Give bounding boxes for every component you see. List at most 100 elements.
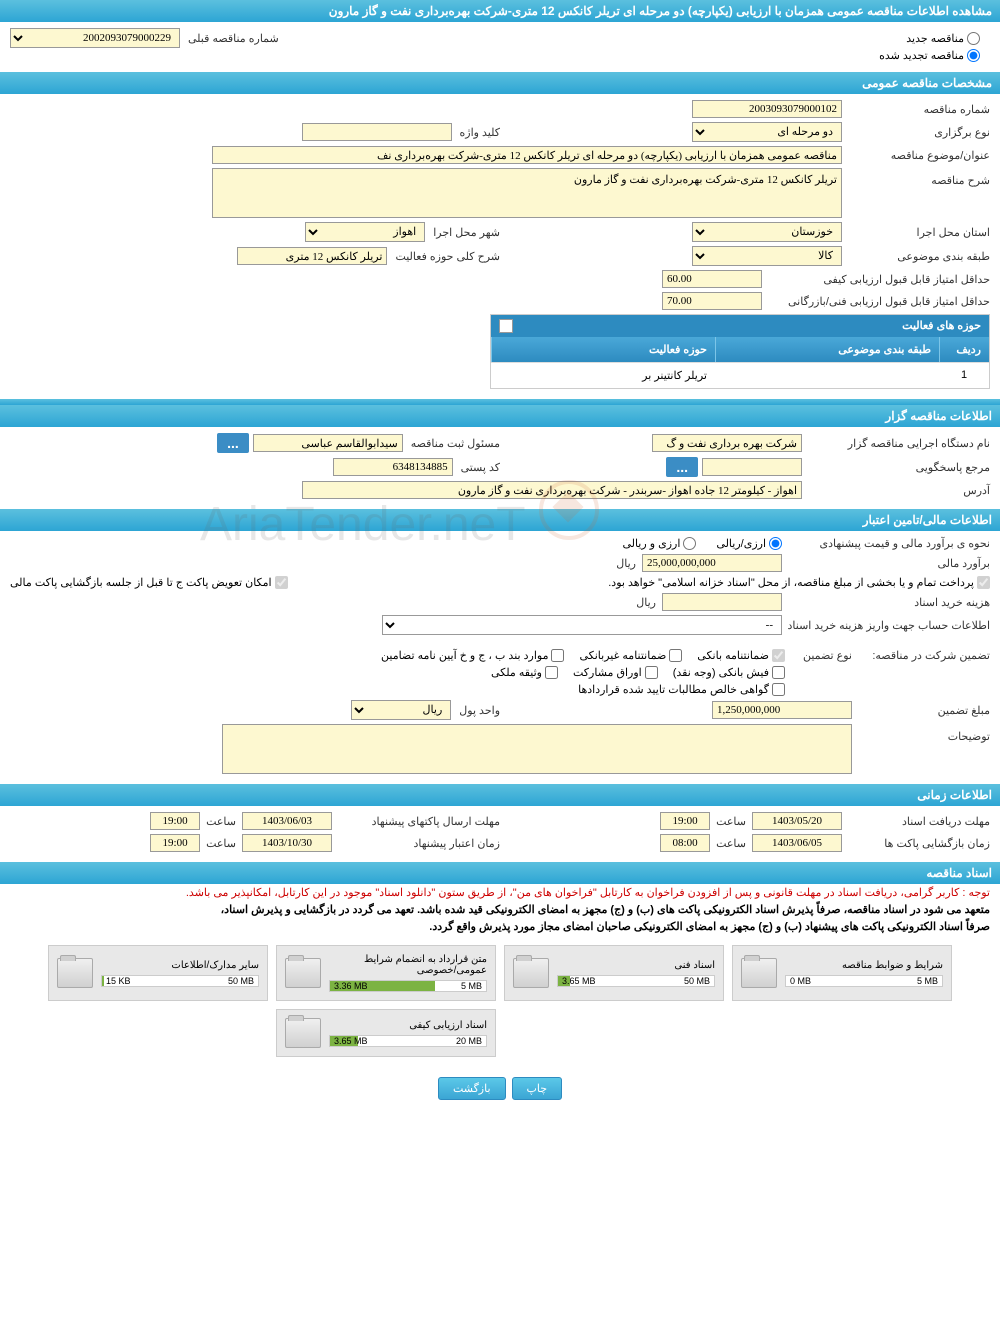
- payment-note-check[interactable]: پرداخت تمام و یا بخشی از مبلغ مناقصه، از…: [608, 576, 990, 589]
- prev-number-label: شماره مناقصه قبلی: [188, 32, 279, 45]
- activity-table-title: حوزه های فعالیت: [902, 319, 981, 333]
- doc-deadline-date[interactable]: [752, 812, 842, 830]
- tender-number-label: شماره مناقصه: [850, 103, 990, 116]
- chk-nonbank[interactable]: ضمانتنامه غیربانکی: [579, 649, 682, 662]
- page-title: مشاهده اطلاعات مناقصه عمومی همزمان با ار…: [329, 4, 992, 18]
- agency-input[interactable]: [652, 434, 802, 452]
- col-activity: حوزه فعالیت: [491, 337, 715, 362]
- doc-note-1: توجه : کاربر گرامی، دریافت اسناد در مهلت…: [0, 884, 1000, 901]
- registrar-input[interactable]: [253, 434, 403, 452]
- validity-date[interactable]: [242, 834, 332, 852]
- category-select[interactable]: کالا: [692, 246, 842, 266]
- radio-renewed-tender[interactable]: مناقصه تجدید شده: [879, 49, 980, 62]
- prev-number-select[interactable]: 2002093079000229: [10, 28, 180, 48]
- chk-bonds[interactable]: اوراق مشارکت: [573, 666, 658, 679]
- currency-label: واحد پول: [459, 704, 500, 717]
- activity-desc-input[interactable]: [237, 247, 387, 265]
- section-documents-header: اسناد مناقصه: [0, 862, 1000, 884]
- radio-new-input[interactable]: [967, 32, 980, 45]
- response-label: مرجع پاسخگویی: [810, 461, 990, 474]
- file-box[interactable]: اسناد فنی 50 MB 3.65 MB: [504, 945, 724, 1001]
- account-select[interactable]: --: [382, 615, 782, 635]
- province-select[interactable]: خوزستان: [692, 222, 842, 242]
- chk-property[interactable]: وثیقه ملکی: [491, 666, 558, 679]
- radio-both[interactable]: ارزی و ریالی: [622, 537, 696, 550]
- doc-note-2: متعهد می شود در اسناد مناقصه، صرفاً پذیر…: [0, 901, 1000, 918]
- tender-number-input[interactable]: [692, 100, 842, 118]
- radio-new-tender[interactable]: مناقصه جدید: [879, 32, 980, 45]
- file-box[interactable]: اسناد ارزیابی کیفی 20 MB 3.65 MB: [276, 1009, 496, 1057]
- notes-label: توضیحات: [860, 724, 990, 743]
- response-more-button[interactable]: ...: [666, 457, 698, 477]
- exchange-note-check[interactable]: امکان تعویض پاکت ج تا قبل از جلسه بازگشا…: [10, 576, 288, 589]
- tender-type-radios: مناقصه جدید مناقصه تجدید شده: [869, 28, 990, 66]
- print-button[interactable]: چاپ: [512, 1077, 563, 1100]
- radio-renewed-input[interactable]: [967, 49, 980, 62]
- file-box[interactable]: شرایط و ضوابط مناقصه 5 MB 0 MB: [732, 945, 952, 1001]
- registrar-label: مسئول ثبت مناقصه: [411, 437, 500, 450]
- postal-label: کد پستی: [461, 461, 500, 474]
- address-input[interactable]: [302, 481, 802, 499]
- file-title: متن قرارداد به انضمام شرایط عمومی/خصوصی: [329, 954, 487, 976]
- file-progress: 5 MB 3.36 MB: [329, 980, 487, 992]
- category-label: طبقه بندی موضوعی: [850, 250, 990, 263]
- estimate-label: برآورد مالی: [790, 557, 990, 570]
- subject-label: عنوان/موضوع مناقصه: [850, 149, 990, 162]
- description-label: شرح مناقصه: [850, 168, 990, 187]
- col-row: ردیف: [939, 337, 989, 362]
- chk-cash[interactable]: فیش بانکی (وجه نقد): [673, 666, 785, 679]
- section-financial-header: اطلاعات مالی/تامین اعتبار: [0, 509, 1000, 531]
- address-label: آدرس: [810, 484, 990, 497]
- folder-icon: [285, 958, 321, 988]
- city-select[interactable]: اهواز: [305, 222, 425, 242]
- file-progress: 5 MB 0 MB: [785, 975, 943, 987]
- open-time[interactable]: [660, 834, 710, 852]
- validity-time[interactable]: [150, 834, 200, 852]
- doc-deadline-label: مهلت دریافت اسناد: [850, 815, 990, 828]
- chk-bank[interactable]: ضمانتنامه بانکی: [697, 649, 785, 662]
- description-textarea[interactable]: [212, 168, 842, 218]
- min-technical-input[interactable]: [662, 292, 762, 310]
- validity-label: زمان اعتبار پیشنهاد: [340, 837, 500, 850]
- activity-table: حوزه های فعالیت - ردیف طبقه بندی موضوعی …: [490, 314, 990, 389]
- footer-buttons: چاپ بازگشت: [0, 1067, 1000, 1110]
- chk-clauses[interactable]: موارد بند ب ، ج و خ آیین نامه تضامین: [381, 649, 564, 662]
- file-box[interactable]: متن قرارداد به انضمام شرایط عمومی/خصوصی …: [276, 945, 496, 1001]
- response-input[interactable]: [702, 458, 802, 476]
- min-technical-label: حداقل امتیاز قابل قبول ارزیابی فنی/بازرگ…: [770, 295, 990, 308]
- collapse-icon[interactable]: -: [499, 319, 513, 333]
- file-box[interactable]: سایر مدارک/اطلاعات 50 MB 15 KB: [48, 945, 268, 1001]
- notes-textarea[interactable]: [222, 724, 852, 774]
- guarantee-amount-input[interactable]: [712, 701, 852, 719]
- currency-select[interactable]: ریال: [351, 700, 451, 720]
- activity-desc-label: شرح کلی حوزه فعالیت: [395, 250, 500, 263]
- back-button[interactable]: بازگشت: [438, 1077, 506, 1100]
- files-grid: شرایط و ضوابط مناقصه 5 MB 0 MB اسناد فنی…: [0, 935, 1000, 1067]
- section-organizer-header: اطلاعات مناقصه گزار: [0, 405, 1000, 427]
- submit-deadline-date[interactable]: [242, 812, 332, 830]
- doc-fee-input[interactable]: [662, 593, 782, 611]
- postal-input[interactable]: [333, 458, 453, 476]
- min-quality-input[interactable]: [662, 270, 762, 288]
- province-label: استان محل اجرا: [850, 226, 990, 239]
- registrar-more-button[interactable]: ...: [217, 433, 249, 453]
- doc-deadline-time[interactable]: [660, 812, 710, 830]
- submit-deadline-time[interactable]: [150, 812, 200, 830]
- subject-input[interactable]: [212, 146, 842, 164]
- section-time-header: اطلاعات زمانی: [0, 784, 1000, 806]
- keyword-input[interactable]: [302, 123, 452, 141]
- holding-type-select[interactable]: دو مرحله ای: [692, 122, 842, 142]
- open-label: زمان بازگشایی پاکت ها: [850, 837, 990, 850]
- section-financial: نحوه ی برآورد مالی و قیمت پیشنهادی ارزی/…: [0, 531, 1000, 784]
- file-progress: 20 MB 3.65 MB: [329, 1035, 487, 1047]
- estimate-input[interactable]: [642, 554, 782, 572]
- open-date[interactable]: [752, 834, 842, 852]
- page-title-bar: مشاهده اطلاعات مناقصه عمومی همزمان با ار…: [0, 0, 1000, 22]
- file-progress: 50 MB 15 KB: [101, 975, 259, 987]
- radio-rial[interactable]: ارزی/ریالی: [716, 537, 782, 550]
- file-title: سایر مدارک/اطلاعات: [101, 960, 259, 971]
- section-documents: توجه : کاربر گرامی، دریافت اسناد در مهلت…: [0, 884, 1000, 1067]
- chk-receivables[interactable]: گواهی خالص مطالبات تایید شده قراردادها: [578, 683, 785, 696]
- guarantee-amount-label: مبلغ تضمین: [860, 704, 990, 717]
- city-label: شهر محل اجرا: [433, 226, 500, 239]
